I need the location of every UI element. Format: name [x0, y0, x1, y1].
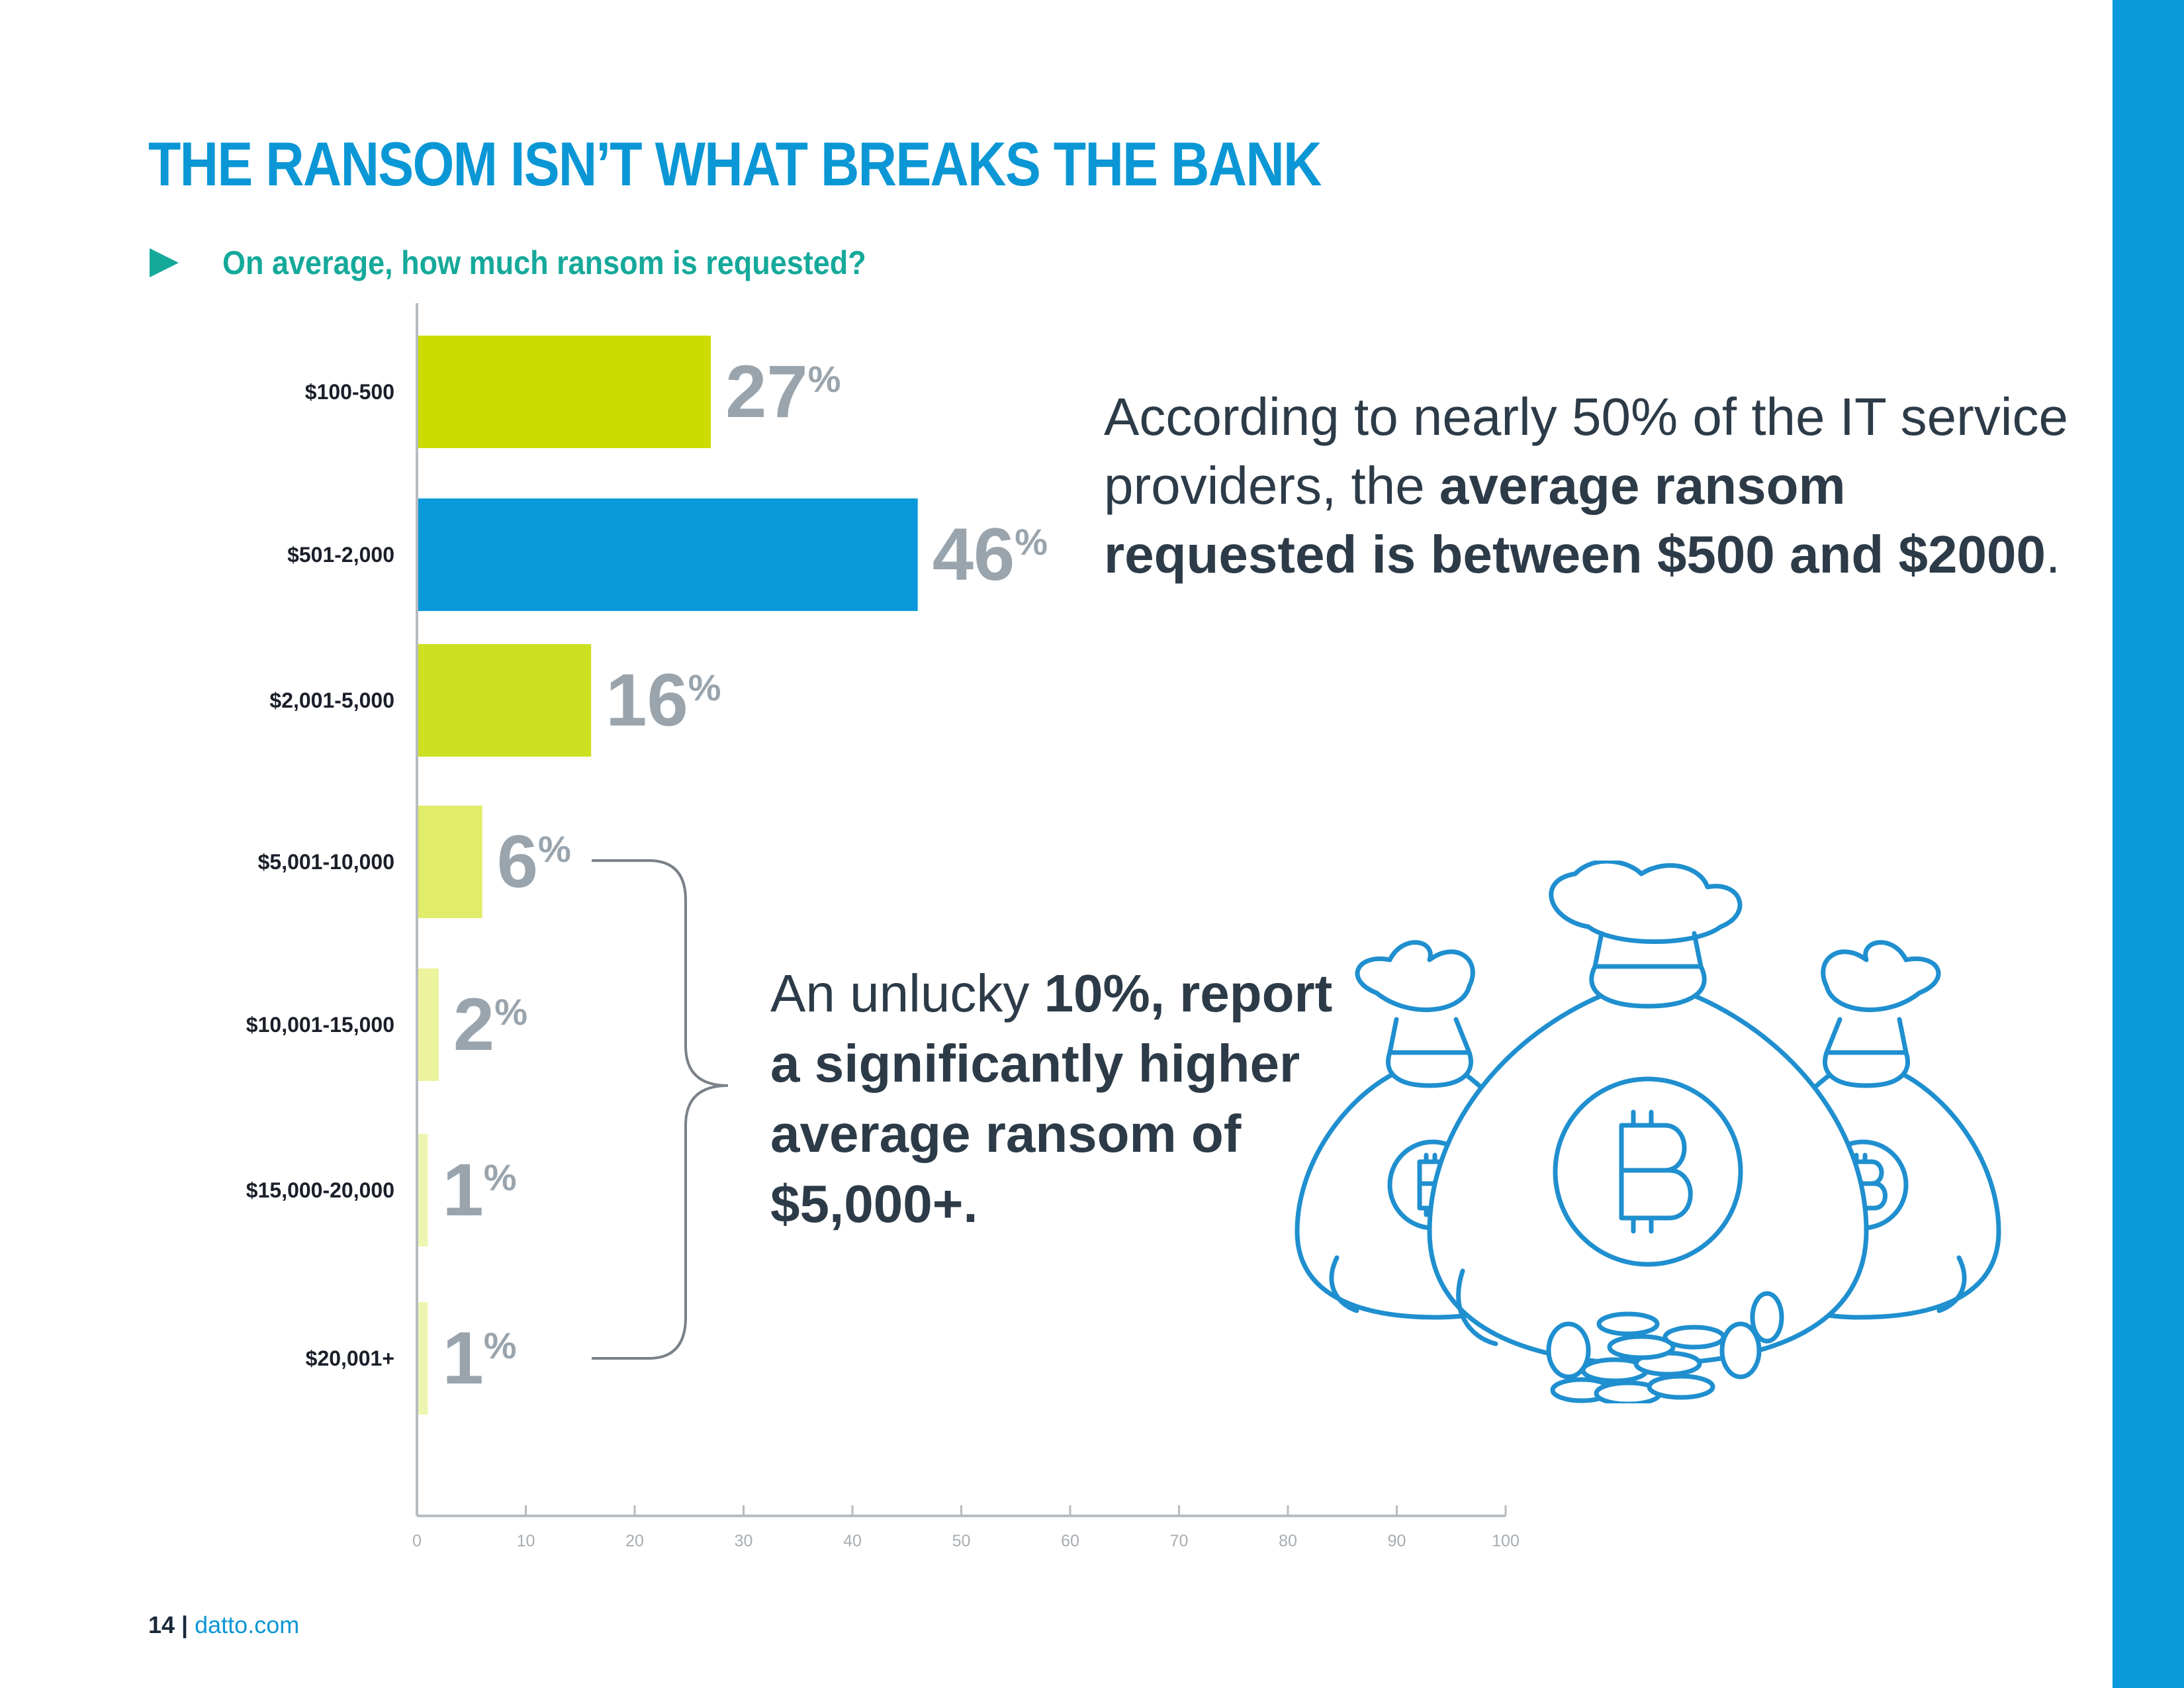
data-label: 1% [442, 1317, 516, 1399]
callout-1-text: According to nearly 50% of the IT servic… [1104, 387, 2069, 515]
chart-question: On average, how much ransom is requested… [222, 244, 866, 281]
callout-high-ransom: An unlucky 10%, report a significantly h… [770, 959, 1340, 1239]
bar [417, 644, 592, 757]
grouping-brace [592, 859, 729, 1360]
callout-2-text: An unlucky [770, 964, 1044, 1023]
data-label: 16% [606, 659, 721, 741]
page-title: THE RANSOM ISN’T WHAT BREAKS THE BANK [148, 129, 1322, 199]
bar [417, 498, 918, 611]
callout-1-end: . [2045, 525, 2061, 584]
bar [417, 968, 439, 1081]
callout-2-comma: , [1150, 964, 1180, 1023]
data-label: 46% [933, 513, 1048, 596]
category-label: $100-500 [305, 380, 394, 404]
data-label-suffix: % [484, 1156, 517, 1198]
bar [417, 806, 482, 918]
callout-average-ransom: According to nearly 50% of the IT servic… [1104, 383, 2070, 589]
category-label: $501-2,000 [287, 543, 394, 567]
data-label-suffix: % [538, 828, 571, 870]
bar [417, 1134, 428, 1246]
data-label-suffix: % [808, 358, 841, 400]
data-label-suffix: % [484, 1325, 517, 1366]
play-arrow-icon [150, 248, 179, 277]
category-label: $2,001-5,000 [269, 688, 394, 712]
question-row: On average, how much ransom is requested… [150, 240, 938, 286]
bar [417, 336, 711, 448]
data-label: 6% [497, 820, 571, 903]
callout-2-percent: 10% [1044, 964, 1150, 1023]
x-tick-label: 80 [1279, 1532, 1297, 1550]
x-tick-label: 20 [625, 1532, 644, 1550]
category-label: $20,001+ [306, 1346, 394, 1370]
category-label: $5,001-10,000 [258, 850, 394, 874]
coin-pile-icon [1546, 1291, 1784, 1403]
category-label: $15,000-20,000 [246, 1178, 394, 1202]
footer-site-link[interactable]: datto.com [195, 1611, 300, 1638]
callout-2-bold: report a significantly higher average ra… [770, 964, 1333, 1233]
data-label-suffix: % [1015, 521, 1048, 563]
x-tick-label: 100 [1492, 1532, 1520, 1550]
x-tick-label: 60 [1061, 1532, 1079, 1550]
bitcoin-money-bags-icon [1295, 861, 2001, 1403]
x-tick-label: 50 [952, 1532, 971, 1550]
x-tick-label: 30 [735, 1532, 753, 1550]
x-tick-label: 70 [1170, 1532, 1189, 1550]
x-tick-label: 40 [843, 1532, 862, 1550]
data-label: 1% [442, 1149, 516, 1231]
chart-bars: $100-500 27% $501-2,000 46% $2,001-5,000 16% $… [246, 336, 1048, 1415]
page-number: 14 [148, 1611, 175, 1638]
x-tick-label: 0 [412, 1532, 422, 1550]
category-label: $10,001-15,000 [246, 1013, 394, 1037]
footer-separator: | [175, 1611, 195, 1638]
data-label: 2% [453, 983, 527, 1066]
x-tick-label: 10 [517, 1532, 535, 1550]
center-money-bag-icon [1427, 861, 1869, 1366]
side-accent-bar [2113, 0, 2184, 1688]
data-label: 27% [725, 350, 841, 433]
bar [417, 1302, 428, 1415]
callout-1-bold: average ransom requested is between $500… [1104, 456, 2046, 584]
chart-axes: 0 10 20 30 40 50 60 70 80 90 100 [412, 303, 1520, 1550]
data-label-suffix: % [494, 991, 527, 1033]
x-tick-label: 90 [1388, 1532, 1406, 1550]
page-footer: 14 | datto.com [148, 1611, 299, 1639]
data-label-suffix: % [688, 667, 721, 708]
